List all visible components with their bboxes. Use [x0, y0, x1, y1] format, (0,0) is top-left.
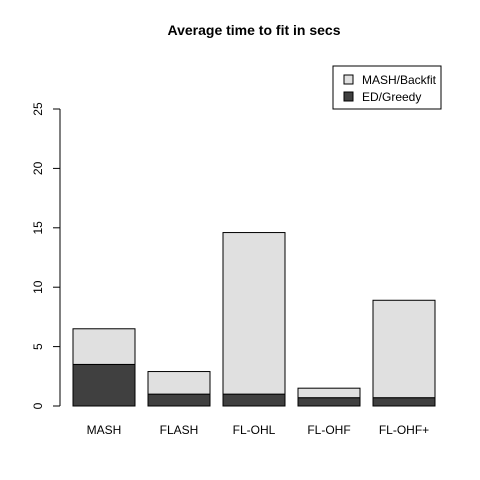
legend-swatch [343, 74, 354, 85]
bar-segment [72, 328, 136, 365]
bar-segment [222, 232, 286, 395]
legend-label: MASH/Backfit [362, 73, 437, 87]
bar-segment [297, 397, 361, 407]
x-category-label: FLASH [160, 423, 199, 437]
legend-swatch [343, 91, 354, 102]
x-category-label: MASH [87, 423, 122, 437]
chart-title: Average time to fit in secs [168, 22, 341, 38]
x-category-label: FL-OHF [307, 423, 350, 437]
x-axis-labels: MASH FLASH FL-OHL FL-OHF FL-OHF+ [87, 423, 430, 437]
legend: MASH/Backfit ED/Greedy [332, 65, 442, 110]
bar-segment [72, 363, 136, 407]
y-tick-label: 0 [31, 402, 45, 409]
bars [72, 232, 436, 407]
legend-box [332, 65, 442, 110]
bar-segment [222, 393, 286, 407]
bar-segment [297, 387, 361, 399]
bar-segment [147, 393, 211, 407]
y-tick-label: 15 [31, 221, 45, 235]
legend-label: ED/Greedy [362, 90, 421, 104]
y-tick-label: 5 [31, 343, 45, 350]
x-category-label: FL-OHL [233, 423, 276, 437]
y-tick-label: 25 [31, 102, 45, 116]
y-tick-label: 20 [31, 161, 45, 175]
bar-segment [372, 397, 436, 407]
bar-segment [372, 299, 436, 399]
x-category-label: FL-OHF+ [379, 423, 429, 437]
y-axis: 0 5 10 15 20 25 [31, 102, 61, 409]
bar-segment [147, 371, 211, 395]
y-tick-label: 10 [31, 280, 45, 294]
